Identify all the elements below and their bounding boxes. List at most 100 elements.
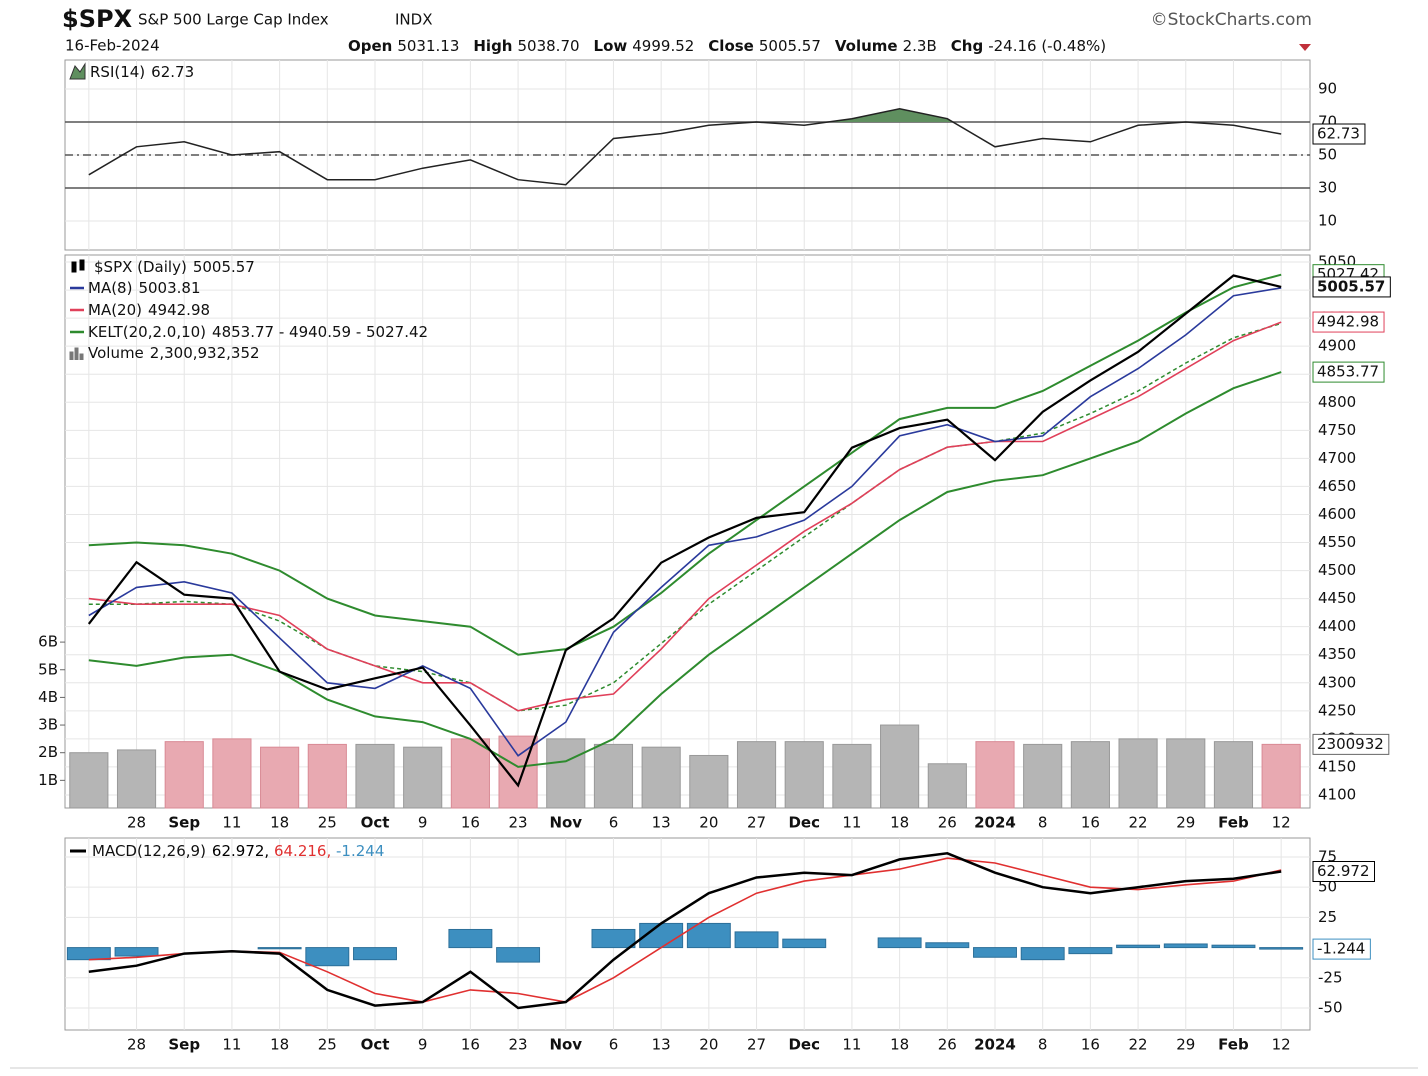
- overbought-area: [828, 108, 953, 123]
- histogram-bar: [686, 922, 731, 949]
- volume-bar: [212, 738, 252, 809]
- x-tick-label: 8: [1038, 814, 1048, 832]
- x-tick-label: 9: [418, 1036, 428, 1054]
- legend-part: 5005.57: [759, 37, 821, 55]
- volume-bar: [1213, 741, 1254, 809]
- x-tick-label: Oct: [361, 1036, 390, 1054]
- histogram-bar: [877, 937, 922, 949]
- histogram-bar: [1020, 947, 1065, 961]
- y2-tick-label: 2B: [38, 743, 58, 761]
- legend-part: -: [351, 323, 366, 341]
- legend-entry: MACD(12,26,9) 62.972, 64.216, -1.244: [92, 842, 384, 860]
- y-tick-label: 4100: [1318, 785, 1356, 803]
- histogram-bar: [591, 928, 636, 949]
- candle-icon: [71, 259, 85, 273]
- value-box: [1312, 276, 1391, 298]
- value-box-label: 4942.98: [1317, 313, 1379, 331]
- x-tick-label: 18: [270, 1036, 289, 1054]
- rsi-icon: [69, 62, 86, 80]
- legend-entry: $SPX (Daily) 5005.57: [94, 258, 255, 276]
- legend-part: Close: [708, 37, 754, 55]
- x-tick-label: 28: [127, 814, 146, 832]
- legend-part: Volume: [88, 344, 144, 362]
- legend-entry: MA(20) 4942.98: [88, 301, 210, 319]
- histogram-bar: [1211, 944, 1256, 949]
- legend-entry: RSI(14) 62.73: [90, 63, 194, 81]
- x-tick-label: 2024: [974, 814, 1016, 832]
- legend-part: 5003.81: [138, 279, 200, 297]
- x-tick-label: 20: [699, 1036, 718, 1054]
- histogram-bar: [305, 947, 350, 967]
- volume-bar: [927, 763, 967, 809]
- x-tick-label: 6: [609, 1036, 619, 1054]
- legend-part: -1.244: [336, 842, 384, 860]
- x-tick-label: Oct: [361, 814, 390, 832]
- histogram-bar: [925, 942, 970, 949]
- y-tick-label: 4300: [1318, 673, 1356, 691]
- x-tick-label: 29: [1176, 814, 1195, 832]
- x-tick-label: 11: [842, 814, 861, 832]
- symbol: $SPX: [62, 5, 133, 33]
- x-tick-label: 2024: [974, 1036, 1016, 1054]
- legend-part: 4940.59: [289, 323, 351, 341]
- legend-entry: Volume 2,300,932,352: [88, 344, 260, 362]
- macd-line: [88, 852, 1282, 1010]
- y-tick-label: -25: [1318, 968, 1343, 986]
- y-tick-label: 90: [1318, 80, 1337, 98]
- x-tick-label: 28: [127, 1036, 146, 1054]
- volume-bar: [641, 746, 681, 809]
- legend-part: 5031.13: [397, 37, 459, 55]
- x-tick-label: 12: [1272, 814, 1291, 832]
- legend-part: ,: [326, 842, 336, 860]
- keltner-upper: [88, 273, 1282, 656]
- x-tick-label: 16: [461, 1036, 480, 1054]
- x-tick-label: 13: [652, 1036, 671, 1054]
- y2-tick-label: 5B: [38, 660, 58, 678]
- x-tick-label: 11: [222, 814, 241, 832]
- legend-entry: MA(8) 5003.81: [88, 279, 200, 297]
- y-tick-label: 4350: [1318, 645, 1356, 663]
- legend-part: -24.16 (-0.48%): [988, 37, 1106, 55]
- value-box-label: 5005.57: [1317, 277, 1385, 295]
- x-tick-label: 18: [890, 1036, 909, 1054]
- legend-part: 64.216: [274, 842, 327, 860]
- legend-part: Chg: [951, 37, 983, 55]
- volume-bar: [355, 743, 395, 809]
- histogram-bar: [257, 947, 302, 950]
- histogram-bar: [1116, 944, 1161, 949]
- y-tick-label: 4500: [1318, 561, 1356, 579]
- volume-bar: [546, 738, 586, 809]
- x-tick-label: Dec: [788, 814, 820, 832]
- value-box: [1312, 123, 1366, 145]
- y-tick-label: 25: [1318, 908, 1337, 926]
- legend-entry: KELT(20,2.0,10) 4853.77 - 4940.59 - 5027.…: [88, 323, 428, 341]
- legend-part: 5005.57: [193, 258, 255, 276]
- histogram-bar: [448, 928, 493, 949]
- x-tick-label: 8: [1038, 1036, 1048, 1054]
- x-tick-label: 18: [270, 814, 289, 832]
- x-tick-label: 16: [461, 814, 480, 832]
- legend-part: 4942.98: [148, 301, 210, 319]
- y2-tick-label: 1B: [38, 771, 58, 789]
- y-tick-label: 4650: [1318, 477, 1356, 495]
- histogram-bar: [782, 938, 827, 949]
- histogram-bar: [353, 947, 397, 961]
- y2-tick-label: 6B: [38, 633, 58, 651]
- x-tick-label: 23: [509, 814, 528, 832]
- volume-bar: [69, 752, 109, 809]
- y-tick-label: 10: [1318, 211, 1337, 229]
- volume-bar: [736, 741, 777, 809]
- legend-part: Open: [348, 37, 392, 55]
- x-tick-label: Nov: [549, 1036, 582, 1054]
- x-tick-label: 9: [418, 814, 428, 832]
- x-tick-label: 27: [747, 1036, 766, 1054]
- date: 16-Feb-2024: [65, 37, 160, 55]
- volume-bar: [593, 743, 634, 809]
- value-box: [1312, 733, 1390, 755]
- legend-part: 62.73: [151, 63, 194, 81]
- down-arrow: [1299, 44, 1311, 51]
- y-tick-label: -50: [1318, 999, 1343, 1017]
- legend-part: 5027.42: [366, 323, 428, 341]
- volume-bar: [1261, 743, 1301, 809]
- y-tick-label: 4700: [1318, 449, 1356, 467]
